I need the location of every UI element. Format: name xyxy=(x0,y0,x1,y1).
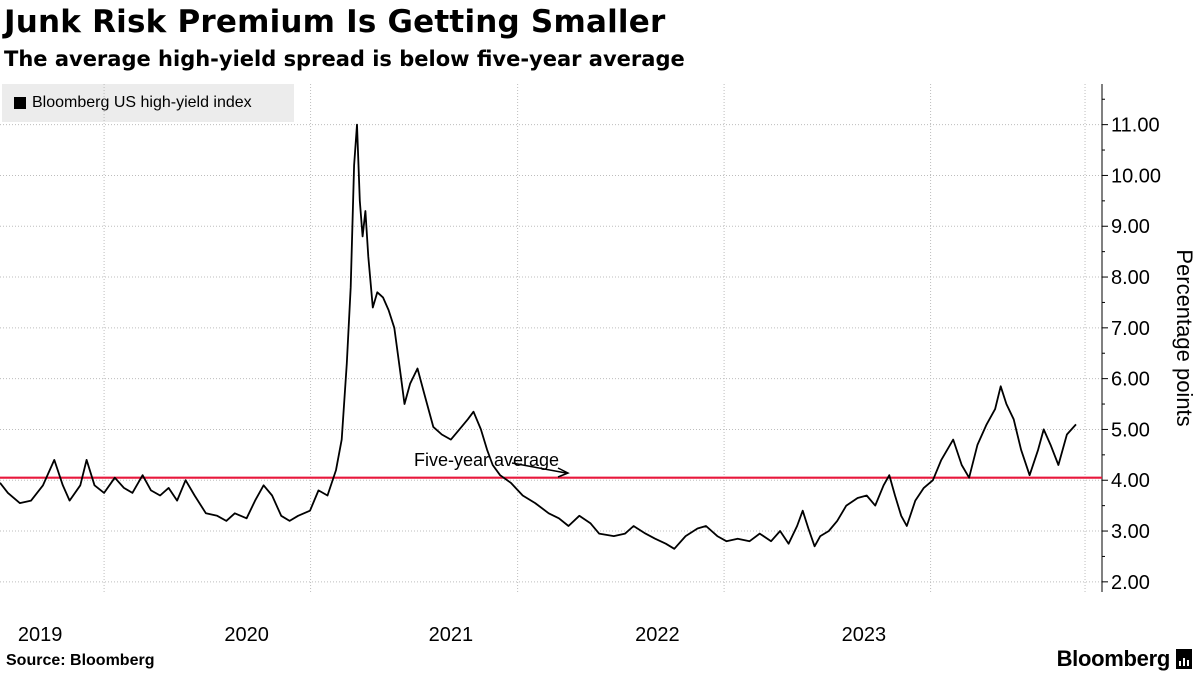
y-axis-title: Percentage points xyxy=(1172,249,1197,427)
y-axis: 2.00 3.00 4.00 5.00 6.00 7.00 8.00 9.00 10.00 11.… xyxy=(1101,84,1161,594)
brand-logo: Bloomberg xyxy=(1057,646,1192,672)
y-tick-label: 7.00 xyxy=(1111,318,1150,340)
source-note: Source: Bloomberg xyxy=(6,652,155,669)
x-tick-label: 2022 xyxy=(635,624,680,646)
y-tick-label: 2.00 xyxy=(1111,572,1150,594)
annotation-group: Five-year average xyxy=(414,450,570,478)
legend-label: Bloomberg US high-yield index xyxy=(32,94,252,111)
bar-chart-icon xyxy=(1176,649,1192,669)
brand-name: Bloomberg xyxy=(1056,646,1171,671)
x-tick-label: 2020 xyxy=(224,624,269,646)
x-tick-label: 2023 xyxy=(842,624,887,646)
y-tick-label: 10.00 xyxy=(1111,165,1161,187)
series-line-high-yield-index xyxy=(0,123,1077,550)
y-tick-label: 3.00 xyxy=(1111,521,1150,543)
y-tick-label: 4.00 xyxy=(1111,470,1150,492)
chart-title: Junk Risk Premium Is Getting Smaller xyxy=(4,4,666,40)
grid-lines xyxy=(0,84,1102,592)
y-tick-label: 5.00 xyxy=(1111,419,1150,441)
annotation-arrow xyxy=(511,462,570,478)
x-axis-labels: 2019 2020 2021 2022 2023 xyxy=(18,624,886,646)
y-tick-label: 6.00 xyxy=(1111,369,1150,391)
x-tick-label: 2019 xyxy=(18,624,63,646)
y-tick-label: 8.00 xyxy=(1111,267,1150,289)
chart-legend: Bloomberg US high-yield index xyxy=(2,84,294,122)
y-tick-label: 11.00 xyxy=(1111,115,1160,137)
x-tick-label: 2021 xyxy=(429,624,474,646)
chart-subtitle: The average high-yield spread is below f… xyxy=(4,47,685,71)
y-tick-label: 9.00 xyxy=(1111,216,1150,238)
series-group xyxy=(0,123,1077,550)
legend-swatch xyxy=(14,97,26,109)
